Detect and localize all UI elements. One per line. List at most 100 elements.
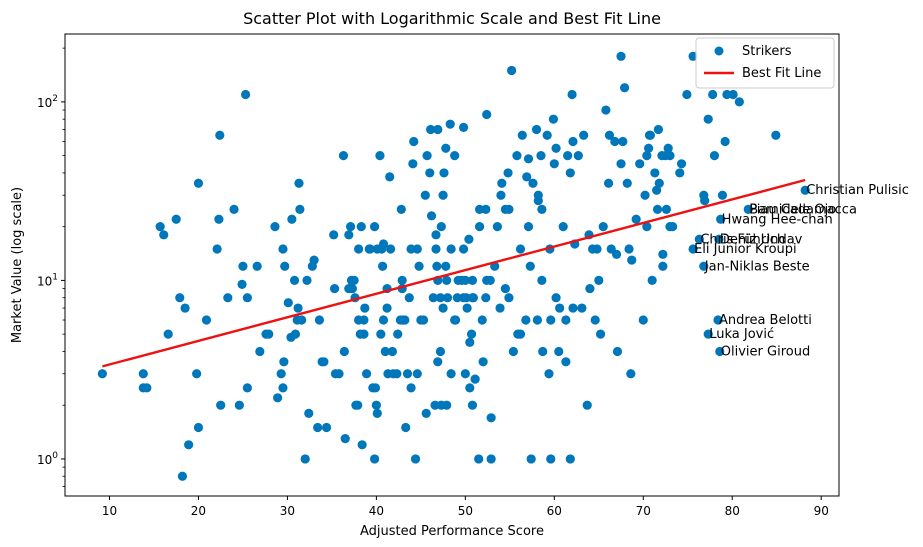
data-point — [533, 190, 543, 200]
data-point — [598, 222, 608, 232]
data-point — [433, 124, 443, 135]
data-point — [408, 159, 418, 169]
data-point — [406, 383, 416, 393]
data-point — [715, 346, 725, 357]
data-point — [442, 293, 453, 303]
data-point — [464, 234, 474, 244]
data-point — [252, 261, 262, 271]
data-point — [442, 400, 452, 410]
data-point — [234, 400, 244, 410]
data-point — [734, 97, 744, 107]
data-point — [508, 346, 518, 357]
data-point — [618, 136, 628, 147]
data-point — [521, 315, 531, 325]
data-point — [658, 249, 668, 259]
data-point — [295, 204, 305, 214]
data-point — [278, 244, 288, 254]
data-point — [546, 315, 556, 325]
data-point — [652, 185, 662, 195]
data-point — [338, 151, 349, 161]
data-point — [546, 454, 556, 464]
data-point — [378, 315, 389, 325]
x-axis-label: Adjusted Performance Score — [360, 524, 544, 539]
data-point — [353, 244, 364, 254]
data-point — [486, 454, 496, 464]
data-point — [653, 124, 664, 135]
data-point — [462, 303, 472, 313]
data-point — [340, 433, 350, 444]
data-point — [512, 151, 522, 161]
data-point — [409, 136, 419, 147]
data-point — [537, 204, 547, 214]
data-point — [536, 151, 546, 161]
data-point — [370, 454, 380, 464]
data-point — [361, 369, 372, 379]
data-point — [242, 383, 252, 393]
x-tick-label: 80 — [725, 504, 740, 518]
data-point — [611, 249, 622, 259]
data-points — [97, 51, 810, 481]
data-point — [640, 190, 650, 200]
data-point — [720, 136, 730, 147]
data-point — [703, 114, 713, 124]
data-point — [279, 357, 289, 367]
x-axis-ticks: 10 20 30 40 50 60 70 80 90 — [102, 496, 829, 518]
data-point — [300, 454, 310, 464]
annotation-label: Deniz Undav — [720, 232, 803, 247]
data-point — [357, 440, 367, 450]
data-point — [450, 151, 460, 161]
data-point — [622, 178, 632, 188]
y-axis-ticks: 100 101 102 — [37, 47, 65, 487]
data-point — [438, 303, 448, 313]
data-point — [616, 51, 626, 61]
data-point — [714, 234, 724, 244]
data-point — [163, 329, 173, 339]
data-point — [238, 261, 248, 271]
data-point — [334, 369, 344, 379]
data-point — [548, 114, 559, 124]
data-point — [400, 315, 410, 325]
data-point — [142, 383, 152, 393]
data-point — [386, 244, 396, 254]
data-point — [304, 408, 314, 418]
data-point — [356, 222, 366, 232]
data-point — [441, 261, 451, 271]
x-tick-label: 60 — [547, 504, 562, 518]
data-point — [523, 222, 534, 232]
data-point — [713, 315, 723, 325]
data-point — [237, 279, 247, 289]
x-tick-label: 20 — [191, 504, 206, 518]
data-point — [577, 303, 587, 313]
data-point — [658, 261, 668, 271]
data-point — [280, 261, 290, 271]
data-point — [450, 315, 461, 325]
data-point — [442, 275, 452, 286]
data-point — [567, 89, 577, 100]
data-point — [372, 408, 382, 418]
data-point — [309, 255, 319, 265]
data-point — [302, 275, 312, 286]
data-point — [433, 357, 443, 367]
data-point — [410, 454, 421, 464]
legend-strikers-label: Strikers — [742, 44, 792, 59]
data-point — [642, 151, 652, 161]
data-point — [184, 440, 194, 450]
data-point — [329, 283, 340, 294]
data-point — [568, 303, 578, 313]
x-tick-label: 90 — [814, 504, 829, 518]
data-point — [193, 178, 204, 188]
data-point — [694, 234, 704, 244]
data-point — [465, 383, 475, 393]
data-point — [289, 275, 300, 286]
data-point — [402, 369, 413, 379]
data-point — [582, 400, 592, 410]
data-point — [558, 222, 568, 232]
data-point — [283, 298, 293, 308]
data-point — [349, 275, 359, 286]
data-point — [482, 109, 492, 120]
data-point — [676, 159, 687, 169]
data-point — [273, 393, 283, 403]
data-point — [515, 329, 526, 339]
data-point — [396, 204, 406, 214]
